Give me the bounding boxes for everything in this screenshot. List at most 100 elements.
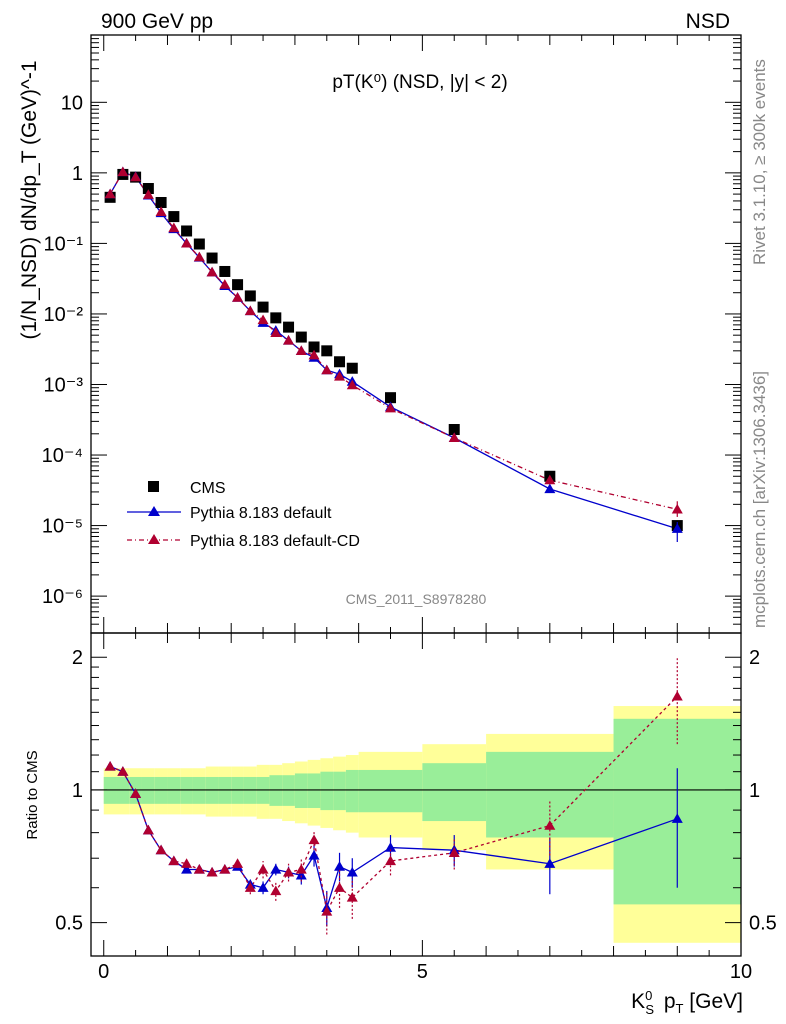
cms-point bbox=[308, 341, 320, 353]
ratio-cd-point bbox=[104, 761, 116, 771]
cd-point bbox=[346, 379, 358, 390]
y-tick-label: 10⁻⁶ bbox=[42, 586, 83, 608]
x-label-sub: S bbox=[645, 1002, 654, 1017]
cd-point bbox=[168, 222, 180, 233]
ratio-default-point bbox=[270, 863, 282, 874]
ratio-cd-point bbox=[346, 892, 358, 902]
cd-point bbox=[308, 349, 320, 360]
x-label-k: K bbox=[631, 990, 645, 1013]
cd-point bbox=[219, 279, 231, 289]
cms-point bbox=[321, 345, 333, 357]
y-tick-label: 10⁻⁴ bbox=[42, 445, 83, 467]
spectrum-ylabel: (1/N_NSD) dN/dp_T (GeV)^-1 bbox=[18, 60, 41, 339]
header-right: NSD bbox=[686, 10, 730, 33]
ratio-default-point bbox=[295, 869, 307, 880]
spectrum-title: pT(K⁰) (NSD, |y| < 2) bbox=[332, 72, 507, 93]
bottom-frame bbox=[90, 632, 742, 957]
band-inner bbox=[333, 771, 346, 811]
ratio-cd-point bbox=[232, 858, 244, 868]
cd-point bbox=[283, 335, 295, 345]
cd-point bbox=[181, 237, 193, 248]
x-label-t: T bbox=[676, 1001, 684, 1016]
spectrum-panel: pT(K⁰) (NSD, |y| < 2) (1/N_NSD) dN/dp_T … bbox=[18, 34, 742, 634]
cd-point bbox=[295, 345, 307, 355]
default-line bbox=[109, 171, 678, 530]
ratio-cd-point bbox=[130, 788, 142, 798]
cd-point bbox=[385, 402, 397, 413]
band-inner bbox=[358, 769, 423, 813]
cd-point bbox=[257, 314, 269, 325]
ratio-default-point bbox=[308, 849, 320, 860]
cd-point bbox=[130, 171, 142, 182]
cms-point bbox=[270, 312, 282, 324]
x-tick-label: 5 bbox=[417, 961, 428, 983]
ratio-tick-label-right: 0.5 bbox=[749, 913, 777, 935]
cms-point bbox=[283, 321, 295, 333]
cms-point bbox=[193, 238, 205, 250]
ratio-cd-point bbox=[308, 834, 320, 845]
x-tick-label: 10 bbox=[730, 961, 752, 983]
header-left: 900 GeV pp bbox=[101, 10, 213, 33]
ratio-cd-point bbox=[295, 863, 307, 874]
cms-point bbox=[142, 183, 154, 195]
ratio-tick-label: 1 bbox=[72, 780, 83, 802]
ratio-cd-point bbox=[283, 866, 295, 877]
ratio-cd-point bbox=[193, 863, 205, 874]
default-point bbox=[544, 483, 556, 494]
band-inner bbox=[422, 763, 487, 822]
ratio-cd-point bbox=[244, 882, 256, 892]
cd-point bbox=[155, 206, 167, 216]
band-inner bbox=[282, 775, 295, 806]
cms-point bbox=[244, 290, 256, 302]
cms-point bbox=[181, 225, 193, 237]
ratio-panel: Ratio to CMS 0 5 10 0.5 0.5 1 1 2 2 bbox=[24, 632, 777, 983]
cms-point bbox=[295, 331, 307, 343]
ratio-cd-point bbox=[385, 855, 397, 866]
ratio-cd-point bbox=[155, 844, 167, 855]
ratio-cd-point bbox=[334, 882, 346, 892]
ratio-cd-point bbox=[181, 858, 193, 868]
ratio-cd-point bbox=[117, 766, 129, 776]
ratio-cd-point bbox=[257, 863, 269, 874]
cd-point bbox=[104, 188, 116, 199]
ratio-ylabel: Ratio to CMS bbox=[24, 750, 41, 839]
ratio-default-point bbox=[346, 866, 358, 877]
x-tick-label: 0 bbox=[98, 961, 109, 983]
cms-point bbox=[219, 265, 231, 277]
band-inner bbox=[269, 775, 283, 806]
cms-point bbox=[385, 392, 397, 404]
legend-default-label: Pythia 8.183 default bbox=[190, 505, 332, 522]
ratio-default-point bbox=[544, 858, 556, 868]
top-frame bbox=[90, 34, 742, 634]
cms-point bbox=[346, 362, 358, 374]
cms-point bbox=[206, 252, 218, 264]
cms-point bbox=[168, 211, 180, 223]
legend-cms-label: CMS bbox=[190, 480, 226, 497]
rivet-label: Rivet 3.1.10, ≥ 300k events bbox=[750, 59, 769, 265]
ratio-default-point bbox=[671, 813, 683, 823]
band-inner bbox=[345, 769, 359, 813]
cd-point bbox=[270, 327, 282, 337]
ratio-default-point bbox=[385, 842, 397, 852]
band-inner bbox=[294, 773, 308, 808]
mcplots-label: mcplots.cern.ch [arXiv:1306.3436] bbox=[750, 371, 769, 628]
ratio-cd-point bbox=[448, 847, 460, 857]
ratio-tick-label: 2 bbox=[72, 647, 83, 669]
y-tick-label: 10⁻² bbox=[44, 304, 84, 326]
ratio-tick-label-right: 2 bbox=[749, 647, 760, 669]
x-axis-label: K0 S pT [GeV] bbox=[631, 988, 743, 1017]
ratio-default-point bbox=[181, 863, 193, 874]
legend-cd-label: Pythia 8.183 default-CD bbox=[190, 533, 360, 550]
cd-point bbox=[334, 370, 346, 381]
ratio-tick-label: 0.5 bbox=[55, 913, 83, 935]
x-label-sup: 0 bbox=[645, 988, 652, 1003]
legend-cd-marker bbox=[148, 534, 160, 544]
y-tick-label: 1 bbox=[72, 163, 83, 185]
ratio-default-point bbox=[334, 861, 346, 871]
y-tick-label: 10⁻⁵ bbox=[42, 516, 83, 538]
cms-point bbox=[334, 356, 346, 368]
ratio-cd-line bbox=[109, 695, 678, 914]
cms-point bbox=[232, 279, 244, 291]
legend-cms-marker bbox=[148, 481, 159, 492]
